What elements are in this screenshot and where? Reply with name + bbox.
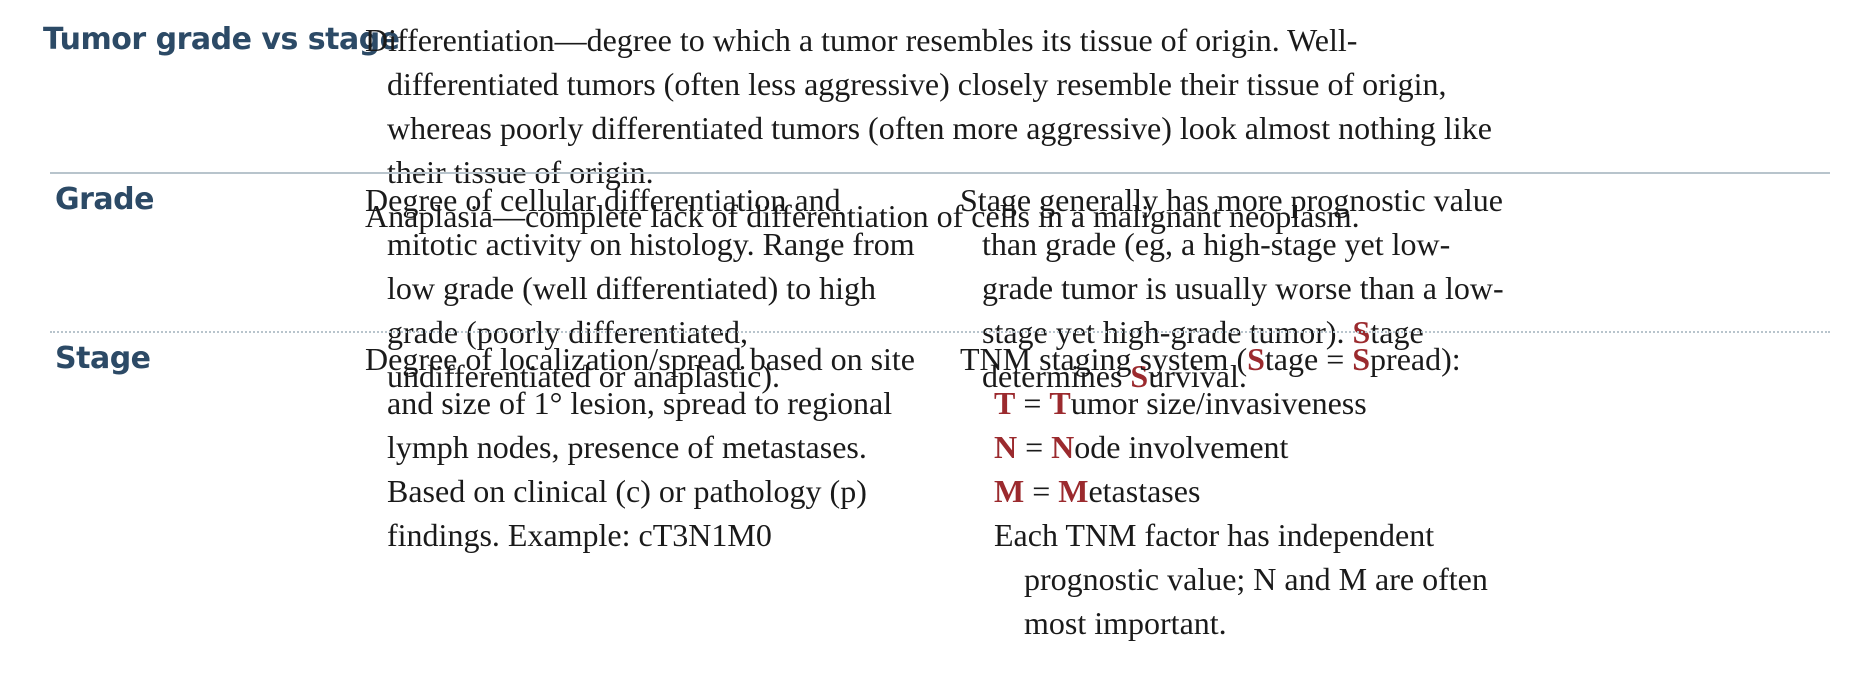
tnm-intro-text: TNM staging system (: [960, 341, 1248, 377]
tnm-equals: =: [1015, 385, 1050, 421]
top-content: Differentiation—degree to which a tumor …: [365, 18, 1525, 238]
stage-description-cell: Degree of localization/spread based on s…: [365, 337, 935, 557]
tnm-letter: N: [994, 429, 1018, 465]
tnm-letter: T: [994, 385, 1016, 421]
anaplasia-definition: Anaplasia—complete lack of differentiati…: [365, 198, 1360, 234]
mnemonic-letter: S: [1352, 341, 1371, 377]
tnm-first-letter: N: [1051, 429, 1075, 465]
tnm-intro: TNM staging system (Stage = Spread):: [960, 337, 1550, 381]
tnm-meaning: umor size/invasiveness: [1070, 385, 1367, 421]
tnm-first-letter: T: [1049, 385, 1071, 421]
mnemonic-letter: S: [1130, 358, 1149, 394]
grade-note: Stage generally has more prognostic valu…: [960, 178, 1520, 398]
stage-heading: Stage: [55, 341, 151, 376]
tnm-first-letter: M: [1058, 473, 1089, 509]
grade-note-text: Stage generally has more prognostic valu…: [960, 182, 1504, 350]
tnm-intro-text: tage =: [1264, 341, 1353, 377]
tnm-item-t: T = Tumor size/invasiveness: [994, 381, 1550, 425]
grade-note-cell: Stage generally has more prognostic valu…: [960, 178, 1520, 398]
tnm-equals: =: [1017, 429, 1052, 465]
main-heading: Tumor grade vs stage: [43, 22, 400, 57]
tnm-list: T = Tumor size/invasiveness N = Node inv…: [960, 381, 1550, 513]
tnm-item-m: M = Metastases: [994, 469, 1550, 513]
tnm-factor-note: Each TNM factor has independent prognost…: [994, 517, 1488, 641]
stage-description: Degree of localization/spread based on s…: [365, 341, 915, 553]
mnemonic-text: urvival.: [1148, 358, 1247, 394]
tnm-intro-text: pread):: [1370, 341, 1461, 377]
differentiation-definition: Differentiation—degree to which a tumor …: [365, 22, 1492, 190]
tnm-letter: M: [994, 473, 1025, 509]
stage-tnm-cell: TNM staging system (Stage = Spread): T =…: [960, 337, 1550, 645]
tnm-meaning: ode involvement: [1074, 429, 1289, 465]
divider-solid: [50, 172, 1830, 174]
tnm-equals: =: [1024, 473, 1059, 509]
tnm-factor-note-wrap: Each TNM factor has independent prognost…: [960, 513, 1550, 645]
tnm-item-n: N = Node involvement: [994, 425, 1550, 469]
mnemonic-letter: S: [1247, 341, 1265, 377]
tnm-meaning: etastases: [1088, 473, 1201, 509]
divider-dotted: [50, 331, 1830, 333]
grade-heading: Grade: [55, 182, 154, 217]
